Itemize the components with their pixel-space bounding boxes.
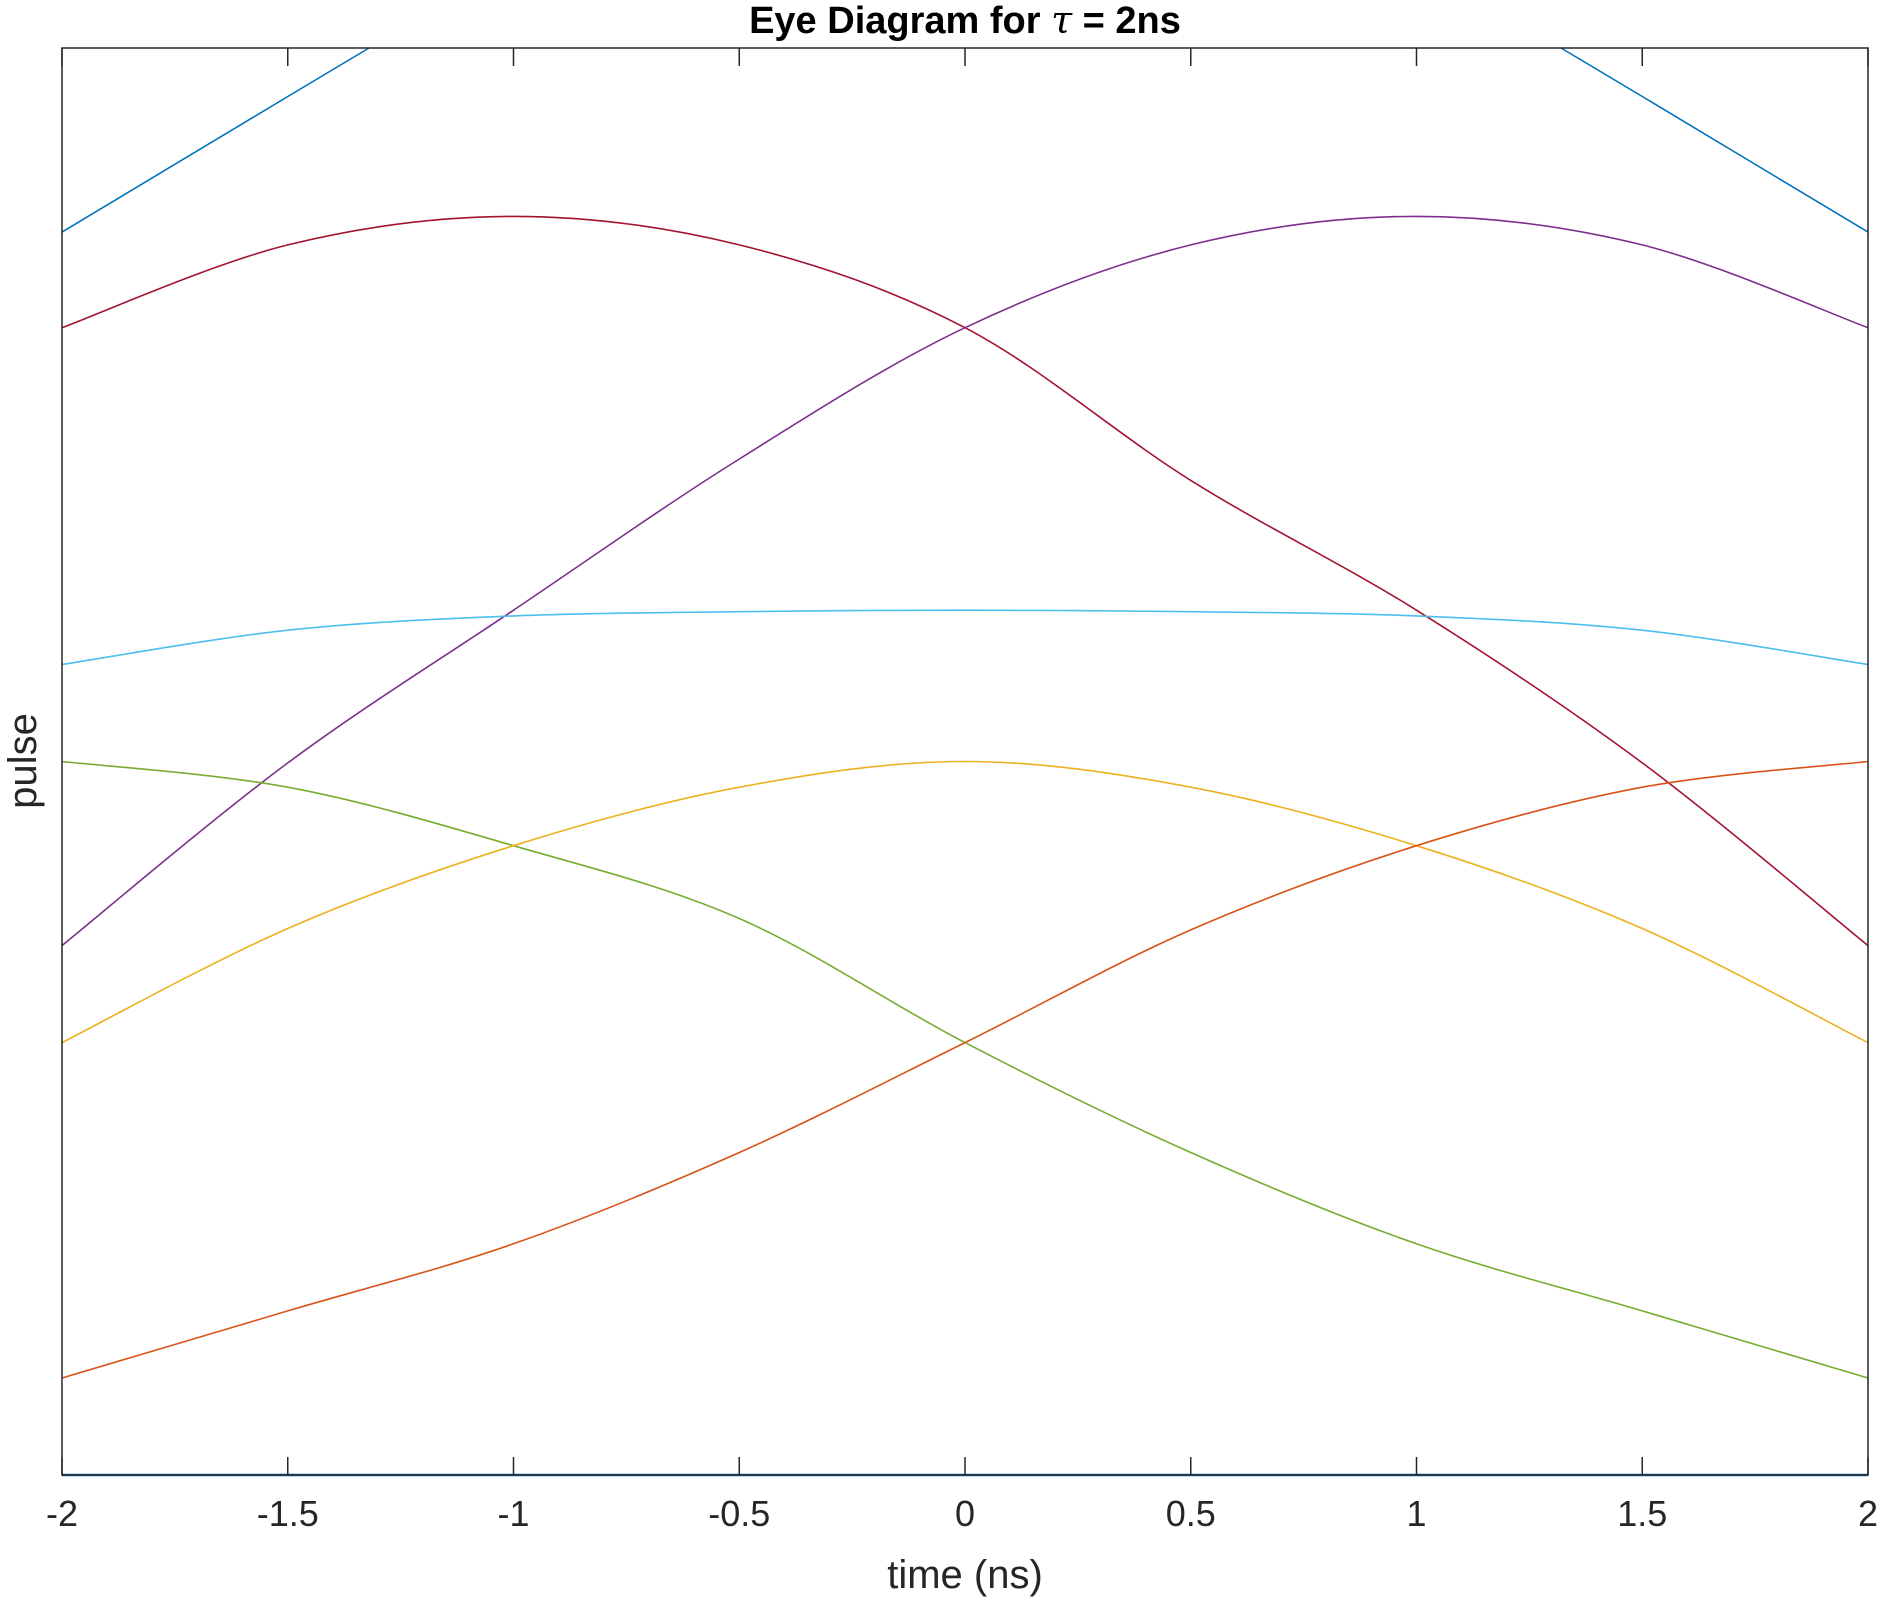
x-tick-label-4: -0.5 (708, 1493, 770, 1534)
x-tick-label-1: -2 (46, 1493, 78, 1534)
chart-title-suffix: = 2ns (1072, 0, 1181, 42)
chart-title-prefix: Eye Diagram for (749, 0, 1051, 42)
x-tick-label-6: 0.5 (1166, 1493, 1216, 1534)
series-line-5 (61, 215, 1869, 947)
x-tick-label-5: 0 (955, 1493, 975, 1534)
x-tick-label-8: 1.5 (1617, 1493, 1667, 1534)
x-tick-label-9: 2 (1858, 1493, 1878, 1534)
series-line-4 (61, 215, 1869, 947)
x-tick-label-3: -1 (497, 1493, 529, 1534)
chart-title-tau-symbol: τ (1051, 0, 1073, 42)
x-tick-marks (61, 48, 1869, 1475)
x-axis-label: time (ns) (887, 1553, 1043, 1597)
series-line-2 (1560, 47, 1869, 233)
x-tick-label-7: 1 (1406, 1493, 1426, 1534)
series-line-1 (61, 47, 370, 233)
series-line-8 (61, 760, 1869, 1044)
series-line-6 (61, 609, 1869, 666)
series-line-9 (61, 760, 1869, 1379)
y-axis-label: pulse (1, 713, 45, 809)
x-tick-label-2: -1.5 (257, 1493, 319, 1534)
chart-title: Eye Diagram for τ = 2ns (749, 0, 1181, 42)
x-tick-labels: -2 -1.5 -1 -0.5 0 0.5 1 1.5 2 (46, 1493, 1878, 1534)
